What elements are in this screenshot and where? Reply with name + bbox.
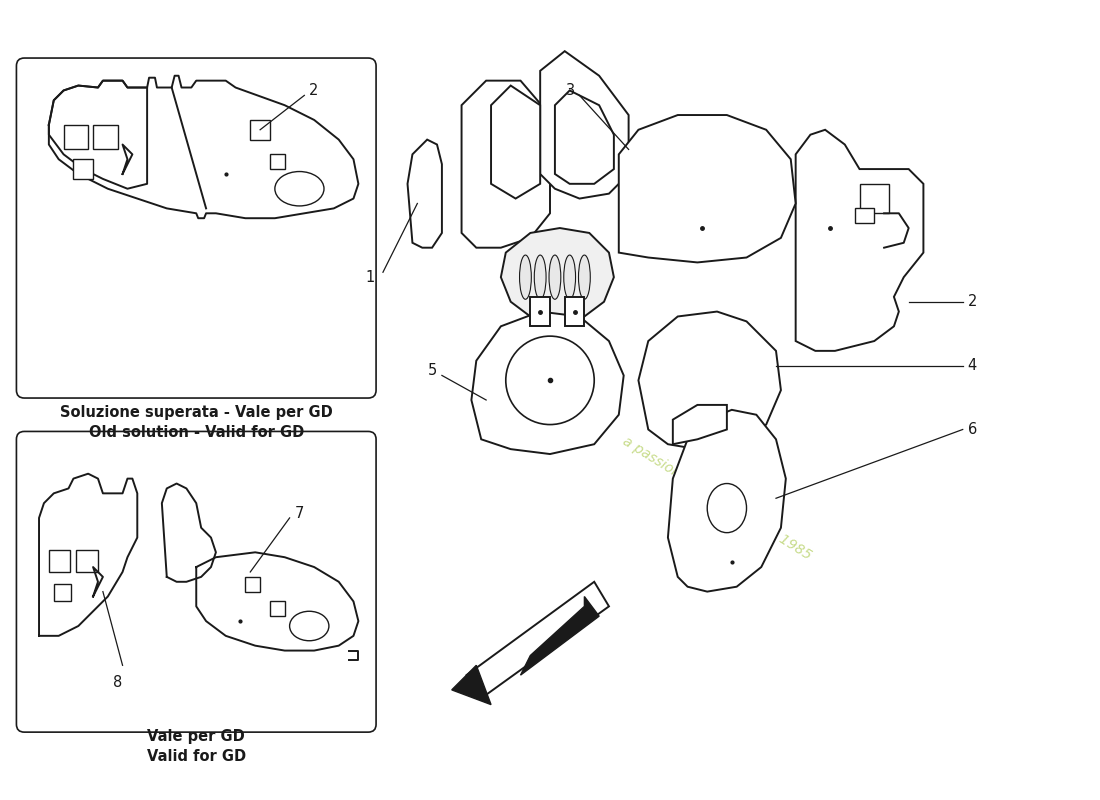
Text: 2: 2 xyxy=(968,294,977,310)
FancyBboxPatch shape xyxy=(16,58,376,398)
Bar xyxy=(64,125,88,150)
Bar xyxy=(48,550,70,572)
Text: 7: 7 xyxy=(295,506,304,521)
Bar xyxy=(94,125,118,150)
Text: Soluzione superata - Vale per GD: Soluzione superata - Vale per GD xyxy=(59,405,332,420)
Text: a passion for Ferrari since 1985: a passion for Ferrari since 1985 xyxy=(620,434,814,562)
Bar xyxy=(859,184,889,214)
Polygon shape xyxy=(466,582,609,694)
Polygon shape xyxy=(540,51,628,198)
Ellipse shape xyxy=(275,171,324,206)
Polygon shape xyxy=(462,81,550,248)
Text: Vale per GD: Vale per GD xyxy=(147,729,245,744)
Polygon shape xyxy=(452,666,491,705)
Bar xyxy=(245,577,260,592)
FancyBboxPatch shape xyxy=(16,431,376,732)
Text: 8: 8 xyxy=(113,675,122,690)
Text: 2: 2 xyxy=(309,83,319,98)
Ellipse shape xyxy=(549,255,561,299)
Polygon shape xyxy=(491,86,540,198)
Polygon shape xyxy=(407,140,442,248)
Bar xyxy=(251,120,270,140)
Ellipse shape xyxy=(579,255,591,299)
Polygon shape xyxy=(530,297,550,326)
Text: 4: 4 xyxy=(968,358,977,373)
Polygon shape xyxy=(554,90,614,184)
Text: Old solution - Valid for GD: Old solution - Valid for GD xyxy=(89,425,304,439)
Bar xyxy=(54,584,72,602)
Polygon shape xyxy=(564,297,584,326)
Polygon shape xyxy=(795,130,923,351)
Bar xyxy=(74,159,94,179)
Polygon shape xyxy=(520,597,600,675)
Polygon shape xyxy=(472,311,624,454)
Ellipse shape xyxy=(289,611,329,641)
Bar xyxy=(270,154,285,169)
Ellipse shape xyxy=(535,255,546,299)
Ellipse shape xyxy=(707,483,747,533)
Bar xyxy=(270,602,285,616)
Polygon shape xyxy=(668,410,785,592)
Text: 1: 1 xyxy=(366,270,375,285)
Circle shape xyxy=(506,336,594,425)
Bar xyxy=(855,208,875,223)
Text: 5: 5 xyxy=(428,363,437,378)
Polygon shape xyxy=(673,405,727,444)
Polygon shape xyxy=(500,228,614,322)
Text: 6: 6 xyxy=(968,422,977,437)
Text: Valid for GD: Valid for GD xyxy=(146,749,245,764)
Ellipse shape xyxy=(564,255,575,299)
Text: 3: 3 xyxy=(565,83,574,98)
Ellipse shape xyxy=(519,255,531,299)
Polygon shape xyxy=(619,115,795,262)
Bar xyxy=(76,550,98,572)
Polygon shape xyxy=(638,311,781,449)
